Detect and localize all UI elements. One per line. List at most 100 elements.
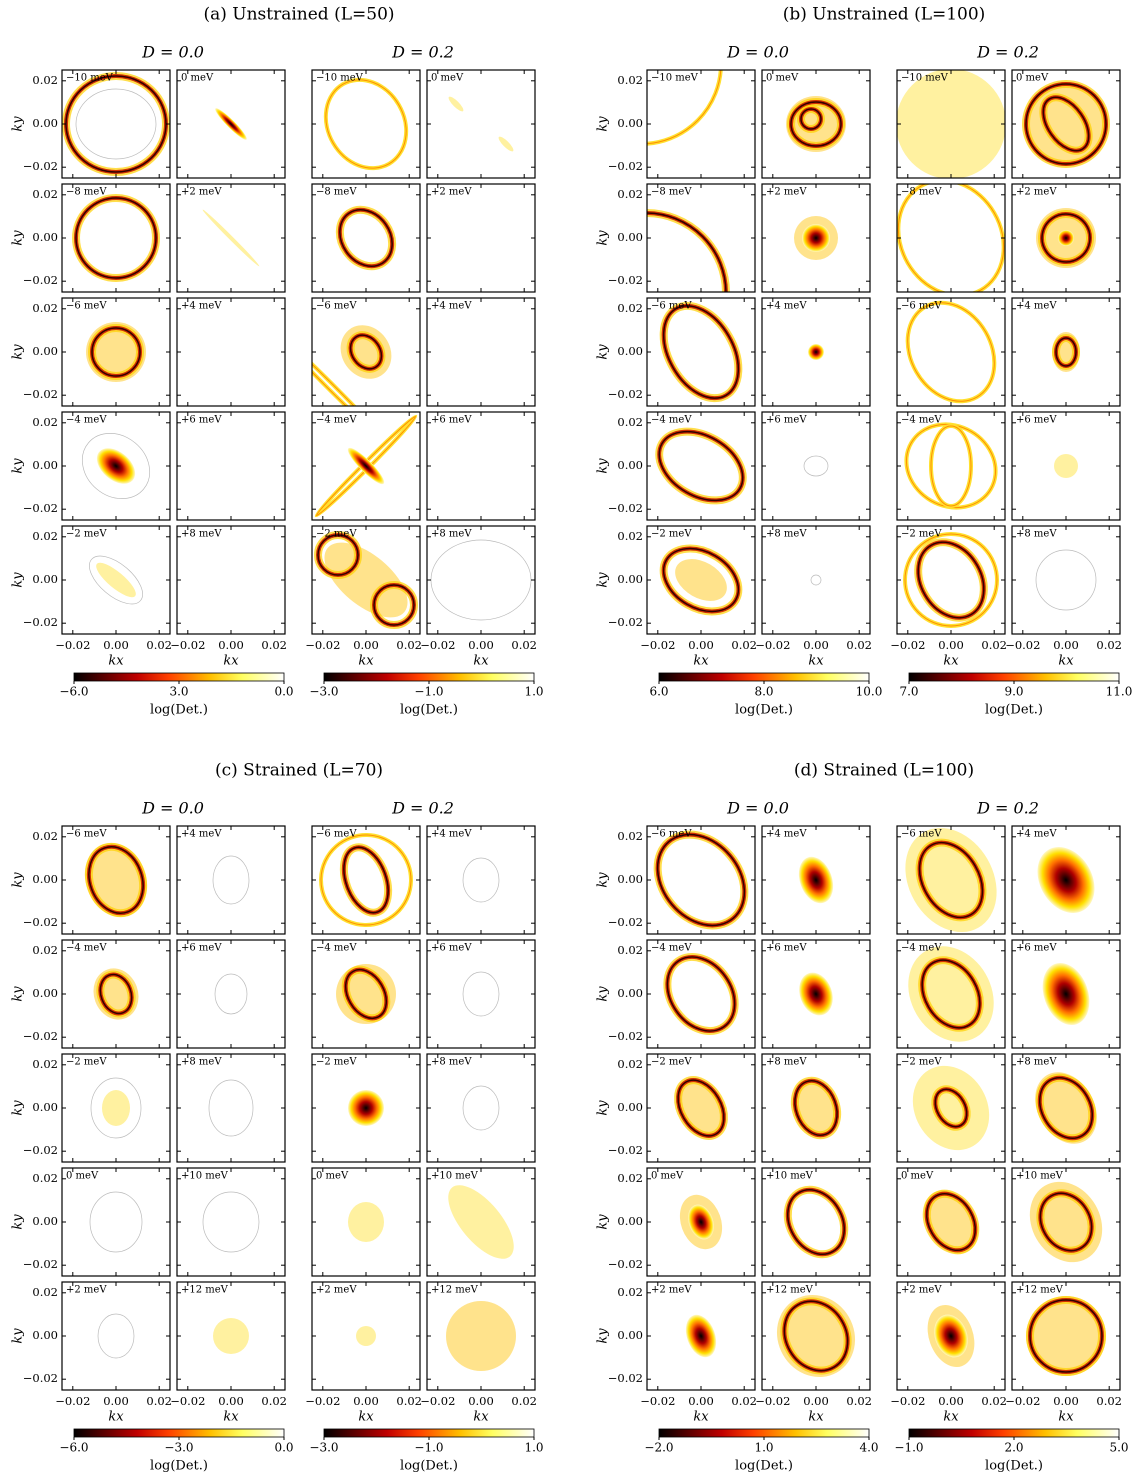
energy-label: −4 meV: [316, 415, 357, 426]
map-cell: −4 meV: [312, 940, 420, 1048]
energy-label: −2 meV: [901, 529, 942, 540]
map-area: [427, 184, 535, 292]
map-cell: −10 meV: [896, 69, 1006, 179]
map-area: [897, 1282, 1005, 1390]
map-cell: −2 meV−0.020.000.02ky−0.020.000.02kx: [596, 526, 758, 669]
x-tick-label: −0.02: [890, 1394, 925, 1408]
map-cell: +2 meV−0.020.000.02kx: [305, 1282, 422, 1425]
energy-label: +2 meV: [766, 187, 807, 198]
colorbar-tick-label: 1.0: [754, 1441, 773, 1455]
map-cell: +6 meV: [177, 940, 285, 1048]
colorbar-tick-label: 2.0: [1004, 1441, 1023, 1455]
map-bg: [62, 1168, 170, 1276]
x-tick-label: 0.02: [146, 638, 172, 652]
x-tick-label: −0.02: [1005, 638, 1040, 652]
map-cell: −4 meV−0.020.000.02ky: [11, 940, 171, 1048]
group-label: D = 0.0: [141, 799, 204, 818]
map-area: [177, 298, 285, 406]
map-cell: −6 meV−0.020.000.02ky: [596, 817, 763, 942]
energy-label: +4 meV: [766, 301, 807, 312]
y-tick-label: −0.02: [608, 1029, 643, 1043]
y-tick-label: 0.02: [617, 415, 643, 429]
map-area: [427, 298, 535, 406]
map-area: [1012, 70, 1120, 178]
map-area: [427, 1168, 535, 1276]
y-tick-label: 0.02: [32, 415, 58, 429]
map-feature: [808, 344, 824, 360]
energy-label: −4 meV: [901, 415, 942, 426]
y-tick-label: −0.02: [608, 615, 643, 629]
map-area: [312, 412, 420, 520]
map-bg: [177, 412, 285, 520]
map-cell: 0 meV−0.020.000.02ky: [596, 1168, 756, 1276]
map-cell: +12 meV−0.020.000.02kx: [755, 1281, 872, 1425]
map-area: [896, 69, 1006, 179]
y-tick-label: −0.02: [23, 501, 58, 515]
x-tick-label: 0.00: [1053, 1394, 1079, 1408]
y-tick-label: 0.00: [32, 872, 58, 886]
map-area: [427, 1282, 535, 1390]
x-axis-label: kx: [693, 654, 709, 669]
map-cell: +6 meV: [1012, 940, 1120, 1048]
colorbar: [324, 1429, 534, 1437]
group-label: D = 0.0: [141, 43, 204, 62]
x-tick-label: 0.02: [1096, 1394, 1122, 1408]
map-cell: +4 meV: [177, 826, 285, 934]
y-tick-label: 0.02: [32, 529, 58, 543]
energy-label: +8 meV: [431, 529, 472, 540]
map-cell: +2 meV: [427, 184, 535, 292]
map-feature: [356, 1326, 376, 1346]
map-cell: +2 meV−0.020.000.02ky−0.020.000.02kx: [11, 1282, 173, 1425]
x-axis-label: kx: [943, 654, 959, 669]
y-tick-label: 0.02: [617, 529, 643, 543]
x-tick-label: −0.02: [170, 638, 205, 652]
map-area: [647, 940, 755, 1048]
map-area: [177, 1168, 285, 1276]
y-tick-label: 0.02: [32, 1171, 58, 1185]
map-area: [312, 940, 420, 1048]
energy-label: −6 meV: [316, 829, 357, 840]
map-area: [1012, 526, 1120, 634]
y-tick-label: 0.00: [32, 1100, 58, 1114]
map-area: [1012, 826, 1120, 934]
y-tick-label: 0.02: [617, 1285, 643, 1299]
map-cell: +2 meV−0.020.000.02kx: [890, 1282, 1007, 1425]
y-axis-label: ky: [11, 872, 26, 888]
map-area: [1012, 1282, 1120, 1390]
energy-label: +6 meV: [1016, 415, 1057, 426]
x-tick-label: −0.02: [755, 1394, 790, 1408]
map-area: [647, 1168, 755, 1276]
x-tick-label: 0.00: [468, 1394, 494, 1408]
x-tick-label: −0.02: [305, 638, 340, 652]
group-label: D = 0.0: [726, 43, 789, 62]
x-tick-label: 0.02: [731, 638, 757, 652]
map-bg: [427, 940, 535, 1048]
energy-label: +6 meV: [1016, 943, 1057, 954]
map-area: [762, 1168, 870, 1276]
energy-label: +12 meV: [766, 1285, 814, 1296]
y-axis-label: ky: [596, 1100, 611, 1116]
y-tick-label: −0.02: [23, 1257, 58, 1271]
group-label: D = 0.2: [391, 799, 454, 818]
map-area: [897, 526, 1005, 634]
y-tick-label: −0.02: [608, 501, 643, 515]
map-area: [62, 826, 170, 934]
x-tick-label: 0.00: [103, 1394, 129, 1408]
map-cell: −6 meV−0.020.000.02ky: [11, 298, 171, 406]
map-area: [1012, 298, 1120, 406]
x-axis-label: kx: [693, 1410, 709, 1425]
x-tick-label: 0.00: [938, 1394, 964, 1408]
colorbar-tick-label: 6.0: [649, 685, 668, 699]
energy-label: +4 meV: [431, 829, 472, 840]
x-tick-label: −0.02: [305, 1394, 340, 1408]
x-axis-label: kx: [808, 1410, 824, 1425]
y-tick-label: 0.00: [617, 1214, 643, 1228]
x-tick-label: 0.00: [688, 1394, 714, 1408]
map-area: [762, 412, 870, 520]
map-area: [62, 1282, 170, 1390]
map-feature: [213, 1318, 249, 1354]
map-area: [62, 184, 170, 292]
map-cell: +2 meV: [762, 184, 870, 292]
map-cell: −2 meV−0.020.000.02kx: [305, 526, 422, 669]
x-tick-label: −0.02: [640, 1394, 675, 1408]
